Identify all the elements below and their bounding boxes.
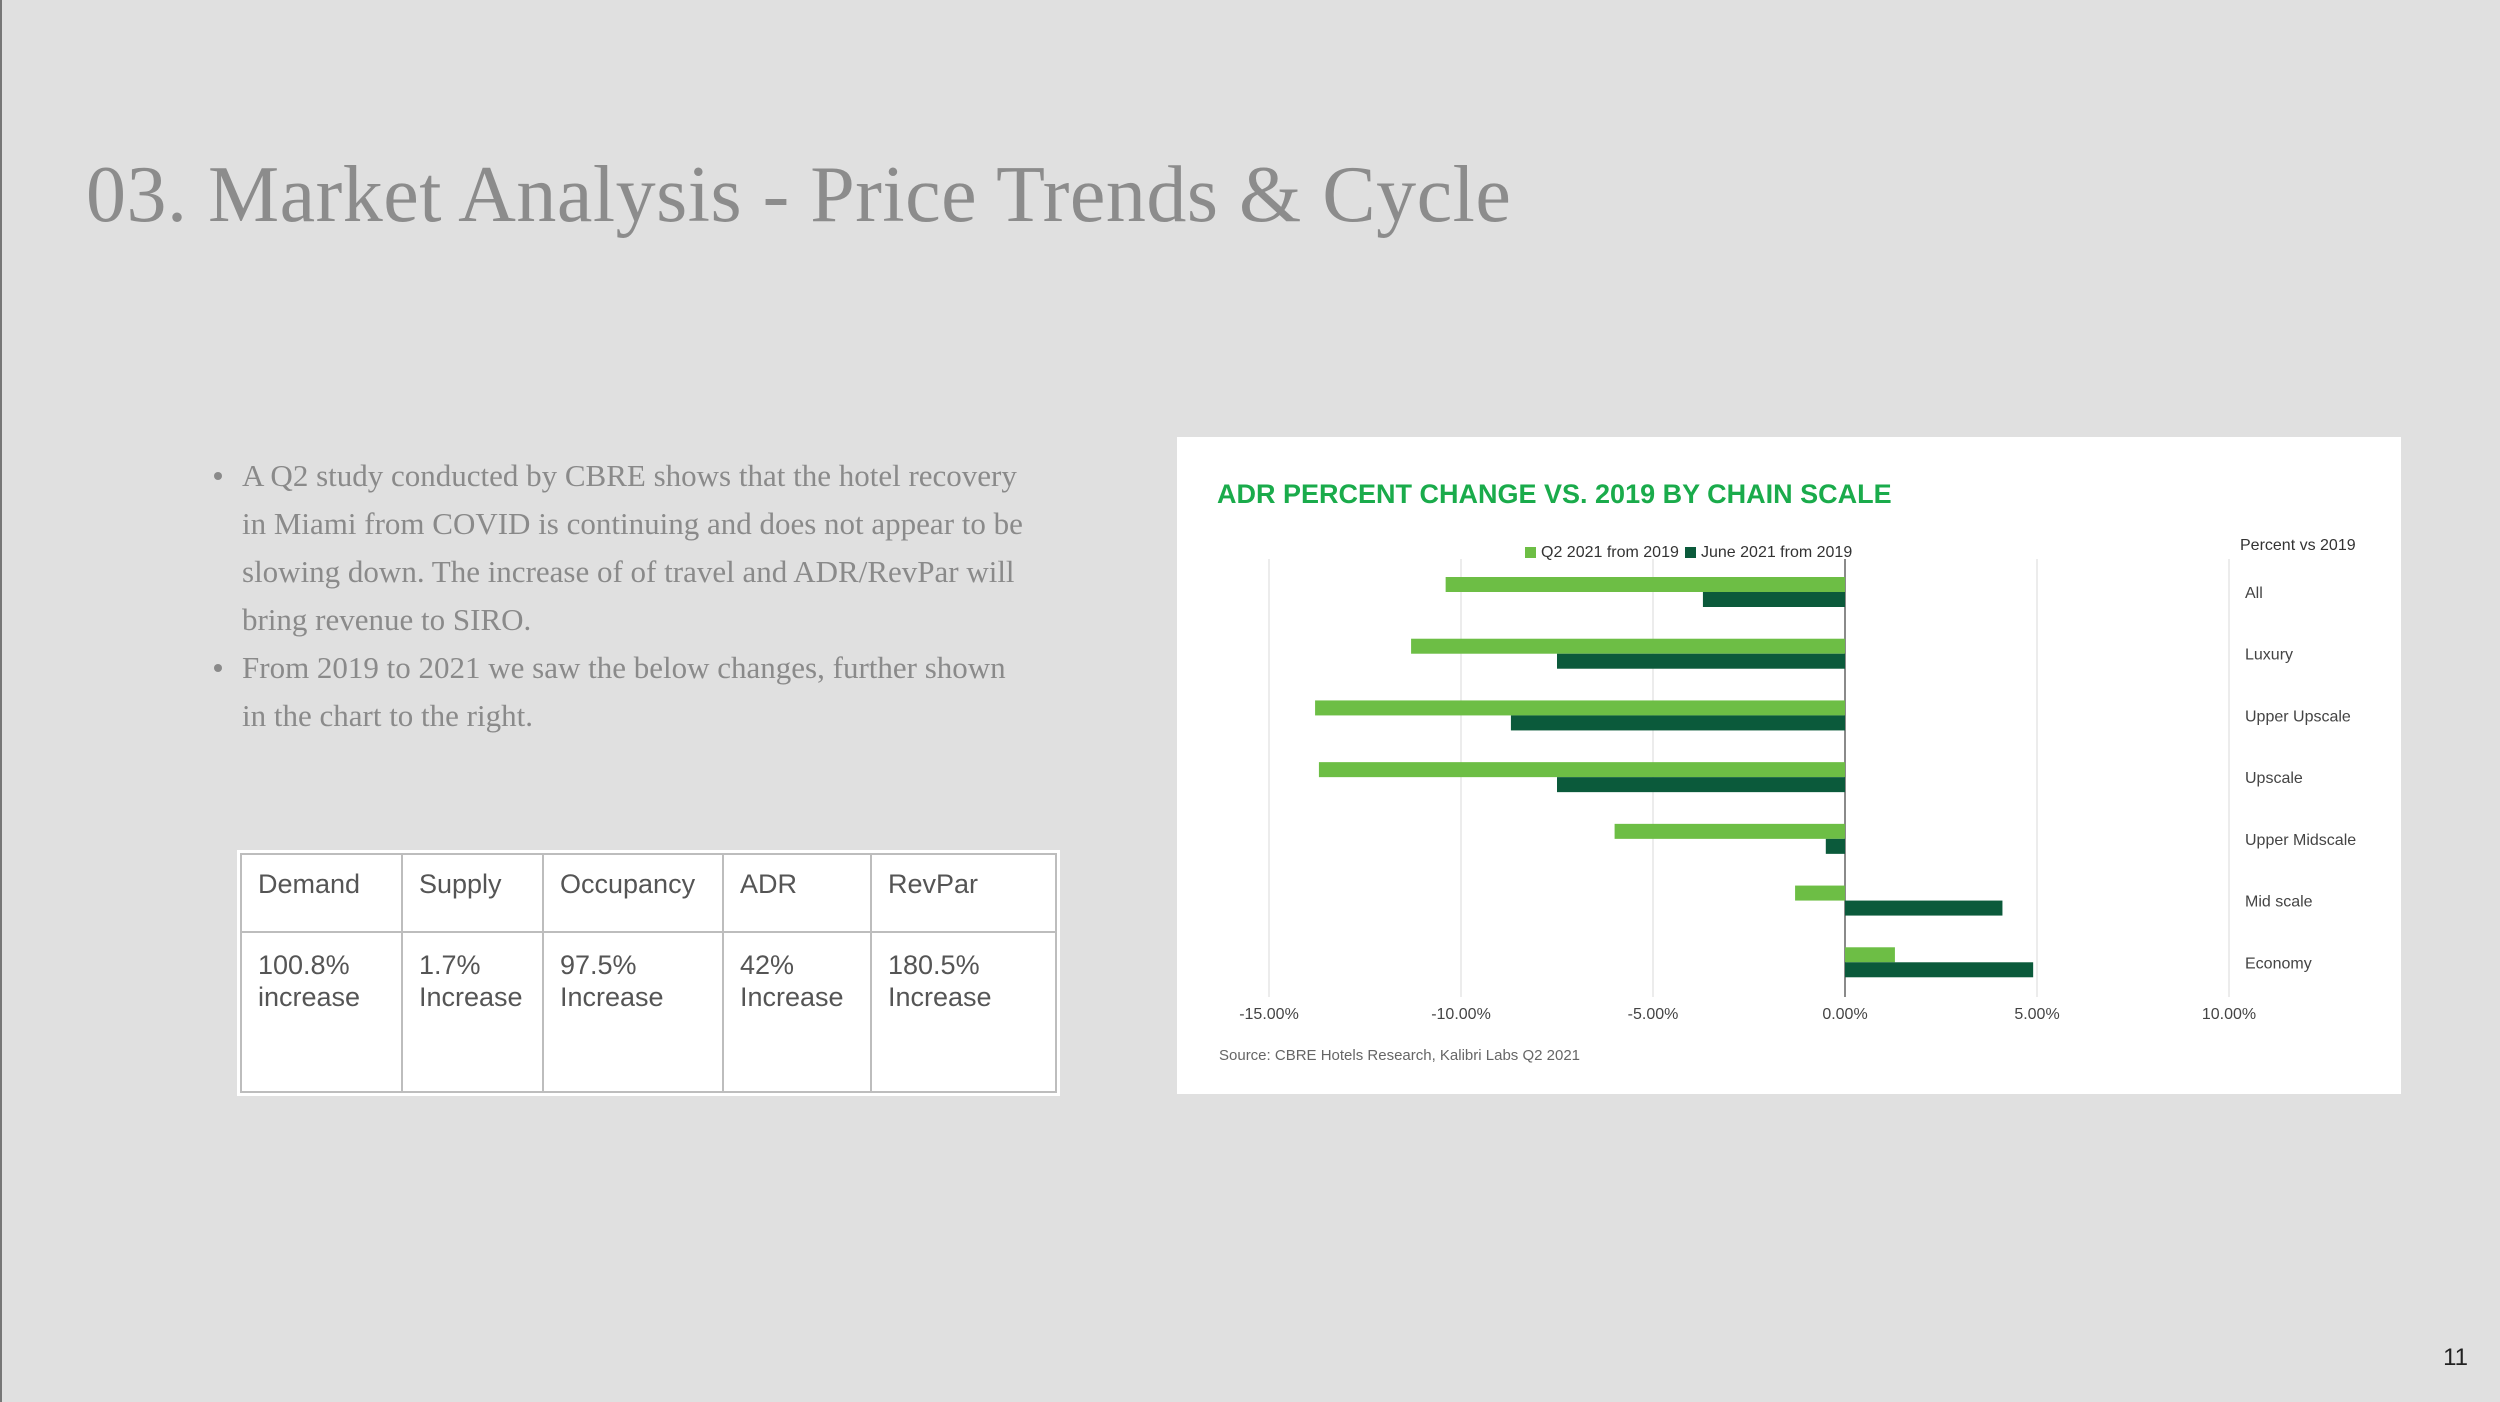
category-label: Luxury <box>2245 647 2293 664</box>
slide-title: 03. Market Analysis - Price Trends & Cyc… <box>86 151 1512 239</box>
category-label: Economy <box>2245 955 2312 972</box>
category-label: Upper Midscale <box>2245 832 2356 849</box>
cell-demand: 100.8% increase <box>240 931 403 1093</box>
bar-q2 <box>1315 700 1845 716</box>
bar-q2 <box>1795 885 1845 901</box>
category-label: Upscale <box>2245 770 2303 787</box>
bar-q2 <box>1318 762 1845 778</box>
cell-revpar: 180.5% Increase <box>870 931 1057 1093</box>
legend-swatch-q2 <box>1525 547 1536 558</box>
page-number: 11 <box>2443 1344 2468 1371</box>
cell-change: increase <box>258 982 361 1012</box>
x-tick-label: 10.00% <box>2202 1006 2256 1023</box>
x-tick-label: -15.00% <box>1239 1006 1299 1023</box>
cell-value: 1.7% <box>419 950 481 980</box>
legend-label-q2: Q2 2021 from 2019 <box>1541 544 1679 561</box>
category-label: All <box>2245 585 2263 602</box>
legend-label-june: June 2021 from 2019 <box>1701 544 1852 561</box>
chart-source: Source: CBRE Hotels Research, Kalibri La… <box>1219 1047 1580 1064</box>
header-supply: Supply <box>401 853 544 933</box>
bar-june <box>1825 838 1845 854</box>
bar-june <box>1557 777 1845 793</box>
bar-q2 <box>1845 947 1895 963</box>
category-label: Mid scale <box>2245 894 2313 911</box>
bar-june <box>1510 715 1845 731</box>
table-header-row: Demand Supply Occupancy ADR RevPar <box>240 853 1057 933</box>
cell-occupancy: 97.5% Increase <box>542 931 724 1093</box>
category-label: Upper Upscale <box>2245 708 2351 725</box>
adr-bar-chart: ADR PERCENT CHANGE VS. 2019 BY CHAIN SCA… <box>1217 479 2356 1064</box>
adr-chart-card: ADR PERCENT CHANGE VS. 2019 BY CHAIN SCA… <box>1177 437 2401 1094</box>
bar-june <box>1845 962 2034 978</box>
cell-change: Increase <box>888 982 992 1012</box>
bar-june <box>1845 900 2003 916</box>
bar-q2 <box>1411 638 1845 654</box>
table-value-row: 100.8% increase 1.7% Increase 97.5% Increas… <box>240 931 1057 1093</box>
x-tick-label: -10.00% <box>1431 1006 1491 1023</box>
cell-change: Increase <box>740 982 844 1012</box>
category-header: Percent vs 2019 <box>2240 537 2356 554</box>
bullet-list: A Q2 study conducted by CBRE shows that … <box>214 452 1034 740</box>
bar-q2 <box>1614 823 1845 839</box>
bullet-item: A Q2 study conducted by CBRE shows that … <box>214 452 1034 644</box>
stats-table: Demand Supply Occupancy ADR RevPar 100.8… <box>237 850 1060 1096</box>
bars <box>1315 577 2034 978</box>
chart-title: ADR PERCENT CHANGE VS. 2019 BY CHAIN SCA… <box>1217 479 1892 509</box>
x-tick-label: 5.00% <box>2014 1006 2059 1023</box>
header-adr: ADR <box>722 853 872 933</box>
cell-change: Increase <box>560 982 664 1012</box>
cell-value: 42% <box>740 950 795 980</box>
category-labels: All Luxury Upper Upscale Upscale Upper Midsc… <box>2245 585 2356 972</box>
bar-june <box>1702 592 1845 607</box>
x-tick-labels: -15.00% -10.00% -5.00% 0.00% 5.00% 10.00% <box>1239 1006 2256 1023</box>
legend-swatch-june <box>1685 547 1696 558</box>
header-revpar: RevPar <box>870 853 1057 933</box>
bar-june <box>1557 653 1845 669</box>
cell-adr: 42% Increase <box>722 931 872 1093</box>
header-occupancy: Occupancy <box>542 853 724 933</box>
cell-value: 97.5% <box>560 950 637 980</box>
bullet-item: From 2019 to 2021 we saw the below chang… <box>214 644 1034 740</box>
cell-change: Increase <box>419 982 523 1012</box>
cell-value: 100.8% <box>258 950 350 980</box>
cell-supply: 1.7% Increase <box>401 931 544 1093</box>
cell-value: 180.5% <box>888 950 980 980</box>
bar-q2 <box>1445 577 1845 592</box>
header-demand: Demand <box>240 853 403 933</box>
left-border-line <box>0 0 2 1402</box>
x-tick-label: -5.00% <box>1628 1006 1679 1023</box>
x-tick-label: 0.00% <box>1822 1006 1867 1023</box>
